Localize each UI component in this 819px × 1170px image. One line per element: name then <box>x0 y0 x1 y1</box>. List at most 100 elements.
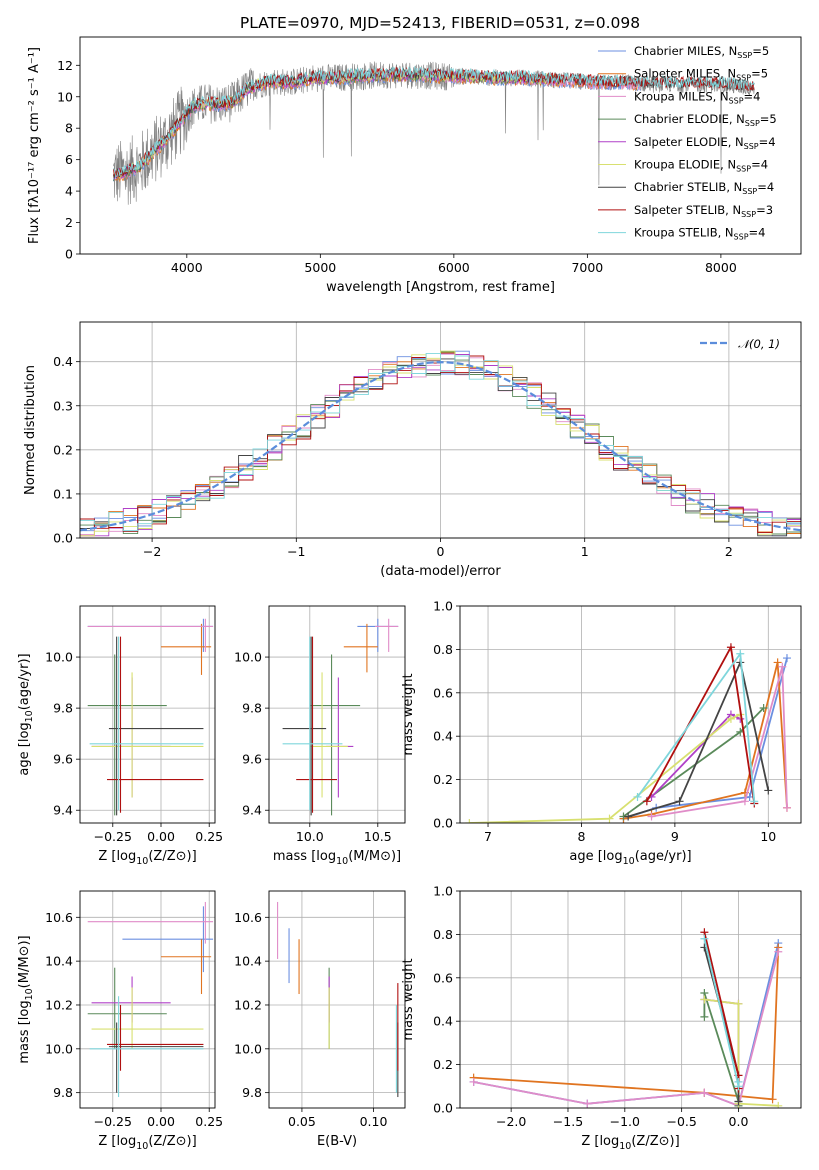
weight-line-salp_stel <box>646 644 756 804</box>
x-tick-label: 8000 <box>705 260 737 275</box>
age-vs-metallicity-panel: −0.25 0.00 0.259.49.69.810.0Z [log10(Z/Z⊙)… <box>17 605 223 867</box>
y-tick-label: 10.0 <box>234 1041 262 1056</box>
weight-marker-chab_elod <box>700 1012 709 1021</box>
x-axis-label-main: Z [log <box>581 1134 619 1149</box>
weight-marker-krou_miles <box>647 812 656 821</box>
legend-text: Chabrier MILES, N <box>634 44 737 58</box>
y-tick-label: 0.2 <box>53 442 73 457</box>
y-tick-label: 10 <box>57 89 73 104</box>
x-tick-label: 4000 <box>171 260 203 275</box>
plot-area <box>113 61 755 205</box>
y-tick-label: 9.8 <box>53 701 73 716</box>
legend-entry-chab_elod: Chabrier ELODIE, NSSP=5 <box>634 112 777 128</box>
y-tick-label: 0.6 <box>433 970 453 985</box>
weight-marker-salp_stel <box>642 797 651 806</box>
legend-text: Chabrier STELIB, N <box>634 180 742 194</box>
y-axis-label-tail: (age/yr)] <box>17 653 32 710</box>
x-tick-label: −2 <box>143 544 161 559</box>
x-tick-label: −2.0 <box>496 1114 526 1129</box>
legend-val: =3 <box>756 203 773 217</box>
y-axis-label: mass [log10(M/M⊙)] <box>17 935 35 1063</box>
weight-marker-krou_stel <box>736 649 745 658</box>
legend-entry-krou_elod: Kroupa ELODIE, NSSP=4 <box>634 158 768 174</box>
x-tick-label: 0.10 <box>360 1114 388 1129</box>
weight-marker-salp_stel <box>726 643 735 652</box>
figure-title: PLATE=0970, MJD=52413, FIBERID=0531, z=0… <box>240 14 640 32</box>
weight-marker-chab_stel <box>734 1097 743 1106</box>
x-axis-label-main: Z [log <box>98 849 136 864</box>
axes-frame <box>459 605 802 824</box>
weight-marker-krou_miles <box>469 1077 478 1086</box>
y-tick-label: 1.0 <box>433 884 453 899</box>
y-axis-label-tail: (M/M⊙)] <box>17 935 32 988</box>
legend-entry-chab_miles: Chabrier MILES, NSSP=5 <box>634 44 769 60</box>
x-axis-label-main: Z [log <box>98 1134 136 1149</box>
y-tick-label: 0.0 <box>53 531 73 546</box>
x-axis-label-tail: (age/yr)] <box>635 849 692 864</box>
x-axis-label-tail: (Z/Z⊙)] <box>631 1134 679 1149</box>
weight-marker-chab_miles <box>782 654 791 663</box>
y-axis-label: Normed distribution <box>23 365 38 495</box>
y-tick-label: 10.4 <box>234 954 262 969</box>
y-tick-label: 0.2 <box>433 1057 453 1072</box>
x-tick-label: −1.5 <box>553 1114 583 1129</box>
weight-line-salp_miles <box>473 947 780 1101</box>
y-axis-label-main: age [log <box>17 722 32 775</box>
legend-text: Kroupa ELODIE, N <box>634 158 736 172</box>
weight-marker-krou_miles <box>782 803 791 812</box>
weight-line-chab_stel <box>627 659 770 818</box>
legend-val: =4 <box>744 89 761 103</box>
y-axis-label: mass weight <box>401 673 416 755</box>
legend-val: =4 <box>757 180 774 194</box>
legend-val: =4 <box>751 158 768 172</box>
y-tick-label: 0.0 <box>433 1101 453 1116</box>
legend-val: =4 <box>759 135 776 149</box>
y-axis-label-sub: 10 <box>24 988 35 1000</box>
legend-val: =5 <box>752 44 769 58</box>
legend-text: Kroupa STELIB, N <box>634 226 734 240</box>
model-spectrum-krou_stel <box>113 65 755 179</box>
legend-entry-chab_stel: Chabrier STELIB, NSSP=4 <box>634 180 774 196</box>
y-tick-label: 0.4 <box>433 729 453 744</box>
axes-frame <box>459 890 802 1109</box>
x-axis-label: mass [log10(M/M⊙)] <box>273 849 401 867</box>
x-tick-label: 0.00 <box>147 829 175 844</box>
weight-marker-krou_elod <box>774 1101 783 1108</box>
x-tick-label: 0.25 <box>195 1114 223 1129</box>
y-tick-label: 0 <box>65 247 73 262</box>
weight-line-krou_miles <box>651 666 788 818</box>
weight-marker-krou_miles <box>740 797 749 806</box>
weight-marker-krou_stel <box>750 797 759 806</box>
weight-marker-krou_stel <box>734 1077 743 1086</box>
gaussian-curve <box>80 360 801 532</box>
x-tick-label: 10 <box>760 829 776 844</box>
plot-area <box>465 643 791 823</box>
legend-entry-salp_elod: Salpeter ELODIE, NSSP=4 <box>634 135 776 151</box>
x-tick-label: 9 <box>671 829 679 844</box>
axes-frame <box>268 605 406 824</box>
weight-marker-krou_elod <box>734 999 743 1008</box>
y-axis-label: Flux [fλ10⁻¹⁷ erg cm⁻² s⁻¹ A⁻¹] <box>27 47 42 244</box>
x-axis-label: (data-model)/error <box>380 564 501 579</box>
x-tick-label: 10.0 <box>296 829 324 844</box>
y-tick-label: 6 <box>65 152 73 167</box>
y-tick-label: 0.8 <box>433 927 453 942</box>
y-axis-label: age [log10(age/yr)] <box>17 653 35 775</box>
model-spectrum-chab_miles <box>113 71 641 182</box>
legend-gauss-label: 𝒩(0, 1) <box>738 337 780 351</box>
legend-sub: SSP <box>729 96 744 105</box>
weight-marker-krou_miles <box>583 1099 592 1108</box>
x-tick-label: 0.05 <box>288 1114 316 1129</box>
y-tick-label: 0.6 <box>433 685 453 700</box>
y-tick-label: 10.0 <box>45 1041 73 1056</box>
mass-vs-ebv-panel: 0.05 0.10 9.8 10.0 10.2 10.4 10.6 E(B-V) <box>234 890 406 1149</box>
legend-text: Salpeter ELODIE, N <box>634 135 744 149</box>
axes-frame <box>79 321 802 539</box>
weight-marker-krou_elod <box>465 819 474 823</box>
legend-sub: SSP <box>737 51 752 60</box>
x-axis-label: Z [log10(Z/Z⊙)] <box>98 849 196 867</box>
x-tick-label: 8 <box>577 829 585 844</box>
y-tick-label: 0.4 <box>53 354 73 369</box>
plot-area <box>80 350 801 537</box>
legend-text: Salpeter STELIB, N <box>634 203 741 217</box>
